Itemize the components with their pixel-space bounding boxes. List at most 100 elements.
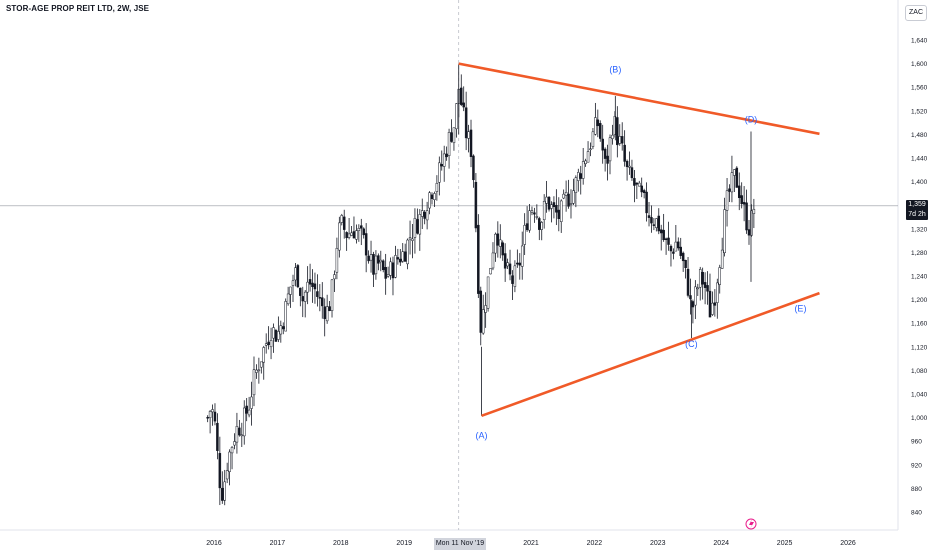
candle-body: [428, 192, 431, 209]
crosshair-date-label: Mon 11 Nov '19: [434, 538, 486, 550]
candle-body: [655, 218, 658, 228]
candle-body: [577, 172, 580, 181]
candle-body: [223, 481, 226, 501]
candle-body: [667, 237, 670, 245]
candle-body: [386, 274, 390, 277]
candle-body: [533, 212, 536, 215]
candle-body: [725, 190, 729, 211]
flash-icon[interactable]: [745, 518, 757, 530]
candle-body: [316, 291, 319, 297]
candle-body: [747, 229, 751, 236]
candle-body: [608, 137, 612, 162]
candle-body: [728, 188, 731, 192]
candle-body: [579, 173, 582, 179]
candle-body: [677, 241, 680, 249]
candle-body: [564, 192, 568, 196]
candle-body: [706, 285, 709, 292]
lower-trendline[interactable]: [481, 291, 820, 418]
candle-body: [630, 167, 634, 179]
candle-body: [367, 255, 370, 262]
candle-body: [406, 239, 409, 265]
candle-body: [557, 209, 561, 220]
candle-body: [669, 245, 673, 252]
candle-body: [552, 202, 556, 207]
candle-body: [438, 162, 441, 183]
candle-body: [745, 202, 748, 231]
candle-body: [364, 233, 368, 256]
currency-badge[interactable]: ZAC: [905, 5, 927, 21]
candle-body: [506, 262, 509, 267]
candle-body: [362, 228, 365, 236]
candle-body: [652, 224, 656, 226]
candle-body: [508, 263, 512, 275]
candle-body: [464, 107, 468, 139]
candle-body: [235, 426, 239, 443]
candle-body: [645, 191, 648, 214]
candle-body: [411, 238, 414, 241]
candle-body: [477, 224, 480, 294]
candle-body: [581, 161, 585, 179]
candle-body: [733, 169, 736, 176]
candle-body: [520, 245, 524, 267]
flash-bolt-icon: [749, 519, 754, 529]
wave-label[interactable]: (D): [745, 115, 758, 125]
candle-body: [752, 208, 756, 214]
candle-body: [479, 290, 483, 333]
candle-body: [567, 193, 570, 207]
wave-label[interactable]: (A): [476, 430, 488, 440]
candle-body: [277, 331, 280, 340]
candle-body: [511, 275, 514, 284]
candle-body: [501, 242, 504, 256]
candle-body: [206, 416, 209, 419]
wave-label[interactable]: (C): [685, 339, 698, 349]
upper-trendline[interactable]: [458, 62, 820, 136]
candle-body: [208, 411, 212, 419]
y-tick-label: 1,280: [911, 250, 928, 257]
candle-body: [638, 182, 641, 187]
candle-body: [555, 205, 558, 213]
candle-body: [257, 369, 261, 372]
candle-body: [452, 127, 456, 144]
x-tick-label: 2022: [587, 540, 603, 547]
candle-body: [545, 196, 548, 204]
x-tick-label: 2018: [333, 540, 349, 547]
candle-body: [403, 251, 407, 262]
candle-body: [472, 155, 475, 181]
candle-body: [301, 296, 305, 302]
candle-body: [279, 325, 283, 335]
candle-body: [374, 255, 378, 275]
candle-body: [425, 210, 429, 221]
candle-body: [523, 225, 526, 245]
wave-label[interactable]: (E): [794, 303, 806, 313]
candle-body: [381, 260, 385, 271]
candle-body: [228, 451, 231, 472]
candle-body: [494, 233, 497, 254]
candle-body: [698, 269, 702, 288]
candle-body: [284, 301, 287, 332]
y-tick-label: 1,240: [911, 274, 928, 281]
candle-body: [542, 201, 546, 220]
candle-body: [333, 274, 336, 280]
y-tick-label: 1,080: [911, 368, 928, 375]
candle-body: [694, 286, 697, 306]
candle-body: [340, 215, 344, 223]
candle-body: [540, 222, 543, 230]
candle-body: [247, 409, 251, 416]
y-tick-label: 920: [911, 462, 922, 469]
candle-body: [491, 252, 495, 269]
y-tick-label: 1,440: [911, 156, 928, 163]
candle-body: [396, 257, 400, 260]
candle-body: [750, 210, 753, 236]
candle-body: [672, 251, 675, 254]
candle-body: [230, 447, 234, 454]
candle-body: [450, 132, 453, 142]
wave-label[interactable]: (B): [609, 64, 621, 74]
candle-body: [372, 253, 375, 275]
candle-body: [664, 238, 668, 240]
candle-body: [369, 254, 373, 261]
candle-body: [342, 216, 346, 230]
candle-body: [238, 427, 241, 436]
y-tick-label: 1,600: [911, 61, 928, 68]
